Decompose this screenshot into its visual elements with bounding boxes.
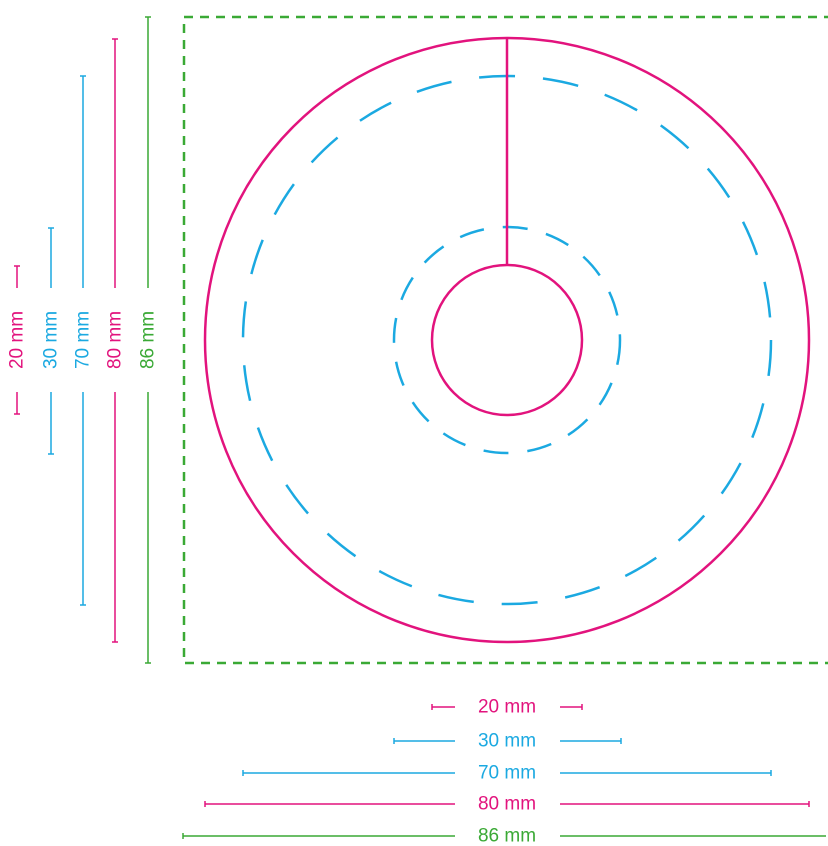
horizontal-label-86mm: 86 mm [478,826,536,846]
horizontal-label-70mm: 70 mm [478,763,536,784]
vertical-dimension-80mm [112,38,118,643]
vertical-label-30mm: 30 mm [41,311,62,369]
vertical-dimension-70mm [80,75,86,606]
horizontal-dimension-86mm [182,833,826,839]
bounding-square-86mm [182,15,828,665]
vertical-dimension-20mm [14,265,20,415]
vertical-label-80mm: 80 mm [105,311,126,369]
vertical-label-70mm: 70 mm [73,311,94,369]
horizontal-label-20mm: 20 mm [478,697,536,718]
horizontal-dimension-80mm [204,801,810,807]
vertical-label-86mm: 86 mm [138,311,159,369]
horizontal-label-30mm: 30 mm [478,731,536,752]
vertical-dimension-86mm [145,16,151,664]
vertical-dimension-30mm [48,227,54,455]
horizontal-label-80mm: 80 mm [478,794,536,815]
horizontal-dimension-70mm [242,770,772,776]
horizontal-dimension-20mm [431,704,583,710]
horizontal-dimension-30mm [393,738,622,744]
vertical-label-20mm: 20 mm [7,311,28,369]
inner-circle-20mm [430,263,584,417]
